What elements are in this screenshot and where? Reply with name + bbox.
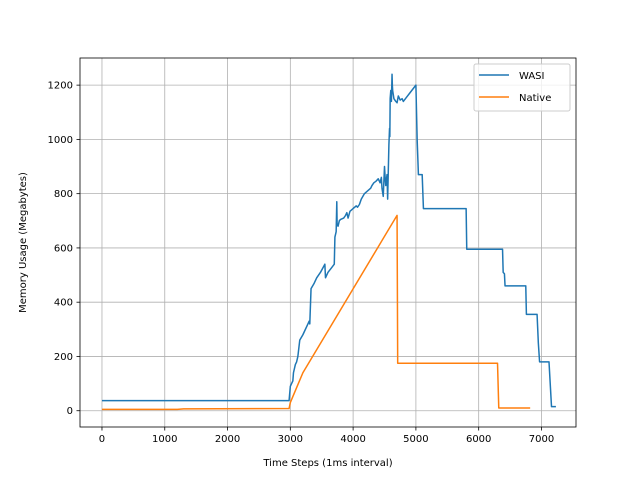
y-tick-label: 600	[54, 243, 73, 254]
y-tick-label: 400	[54, 298, 73, 309]
x-tick-label: 5000	[403, 434, 428, 445]
y-tick-label: 0	[67, 406, 73, 417]
plot-area-frame	[79, 57, 577, 428]
legend-label-native: Native	[519, 93, 551, 104]
y-tick-label: 800	[54, 189, 73, 200]
x-tick-label: 0	[99, 434, 105, 445]
y-tick-label: 1000	[48, 135, 73, 146]
x-tick-label: 2000	[215, 434, 240, 445]
x-axis-label: Time Steps (1ms interval)	[262, 458, 392, 469]
x-tick-label: 3000	[278, 434, 303, 445]
series-line-wasi	[101, 73, 556, 408]
y-tick-label: 1200	[48, 81, 73, 92]
x-tick-label: 6000	[466, 434, 491, 445]
x-tick-label: 1000	[152, 434, 177, 445]
x-tick-label: 4000	[340, 434, 365, 445]
legend: WASI Native	[473, 63, 571, 112]
grid	[80, 58, 576, 427]
series-lines	[101, 73, 556, 411]
y-tick-label: 200	[54, 352, 73, 363]
x-tick-label: 7000	[529, 434, 554, 445]
y-axis-label: Memory Usage (Megabytes)	[18, 172, 29, 313]
legend-label-wasi: WASI	[519, 71, 544, 82]
axis-ticks: 0 1000 2000 3000 4000 5000 6000 7000 0 200 400 600 8…	[48, 81, 555, 445]
series-line-native	[101, 214, 531, 411]
